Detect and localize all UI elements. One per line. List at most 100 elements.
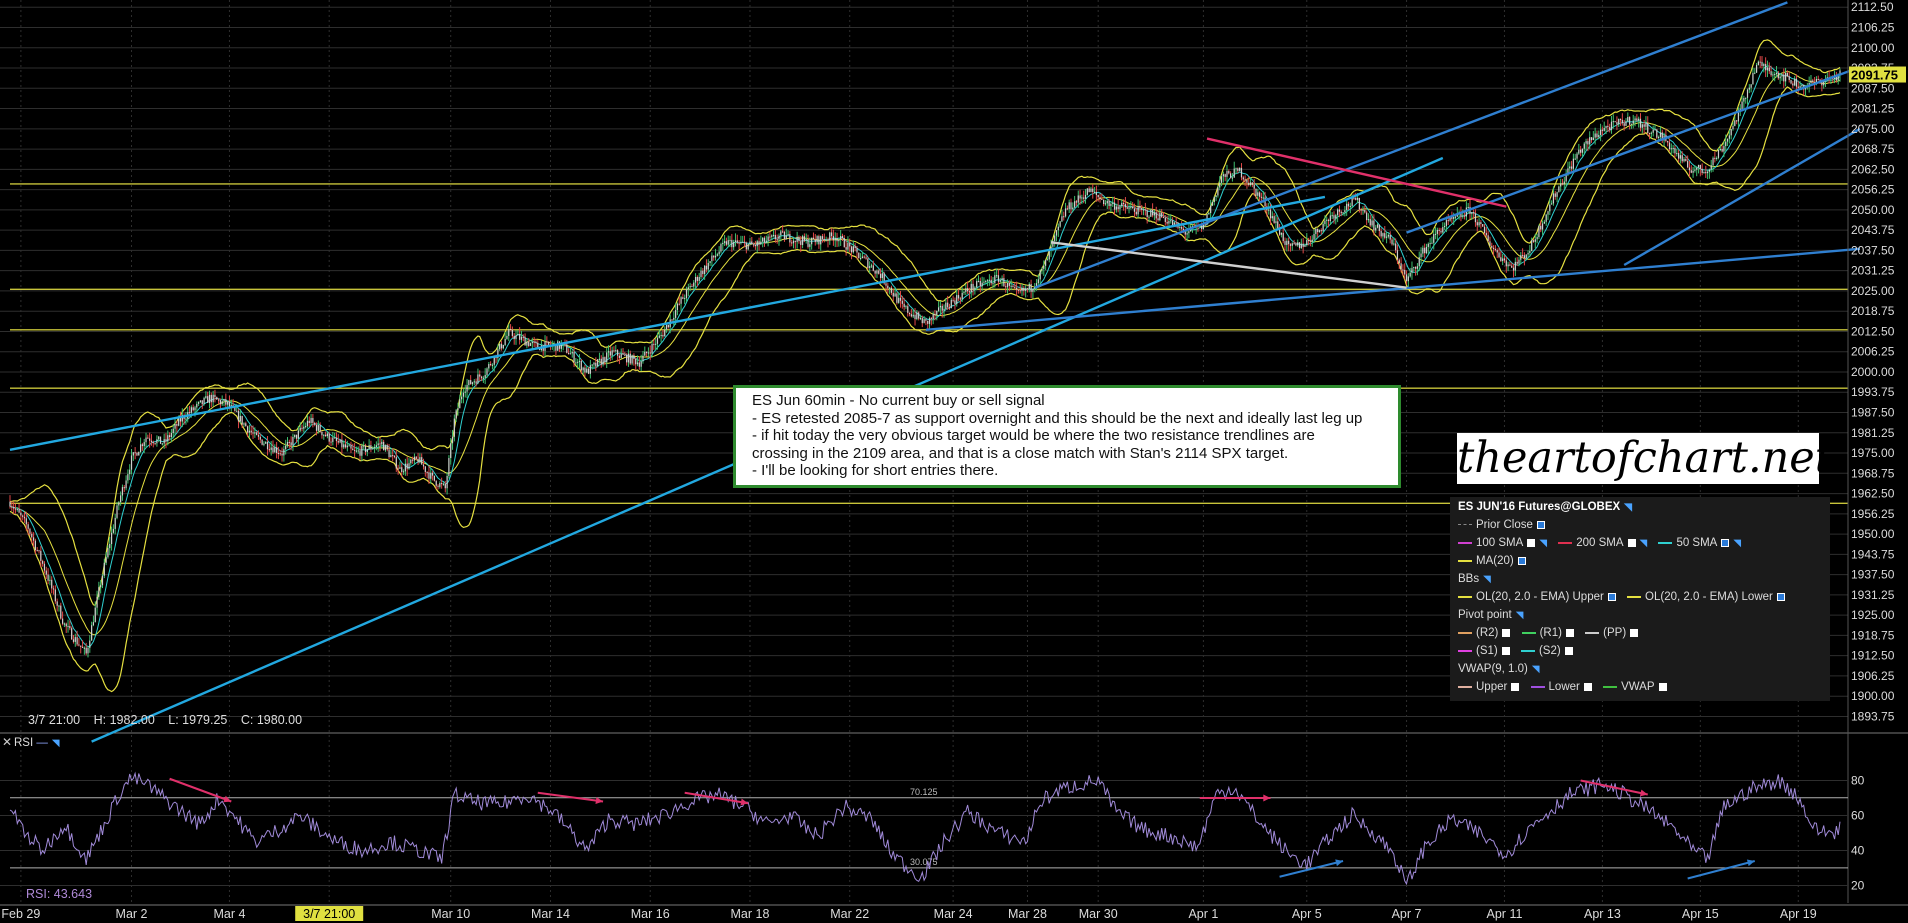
candle-body <box>1514 261 1516 271</box>
time-tick-label: Mar 2 <box>116 907 148 921</box>
candle-body <box>1395 243 1397 251</box>
checkbox[interactable] <box>1564 646 1573 655</box>
divergence-arrow <box>684 791 749 805</box>
candle-body <box>1137 205 1139 215</box>
legend-group-pivot: Pivot point <box>1458 609 1512 621</box>
candle-body <box>450 443 452 459</box>
checkbox[interactable] <box>1658 682 1667 691</box>
checkbox[interactable] <box>1630 628 1639 637</box>
candle-body <box>1522 255 1524 257</box>
candle-body <box>1670 148 1672 150</box>
settings-arrow-icon[interactable]: ◥ <box>1483 574 1491 585</box>
candle-body <box>972 283 974 290</box>
time-axis[interactable]: Feb 29 Mar 2 Mar 4 3/7 21:00 Mar 10 Mar 14 Mar… <box>1 906 1817 921</box>
legend-sma200[interactable]: 200 SMA ◥ <box>1558 535 1647 552</box>
legend-ma20[interactable]: MA(20) <box>1458 553 1526 569</box>
checkbox[interactable] <box>1511 682 1520 691</box>
candle-body <box>1447 220 1449 222</box>
legend-r2[interactable]: (R2) <box>1458 625 1511 641</box>
candle-body <box>520 336 523 340</box>
candle-body <box>513 335 515 340</box>
checkbox[interactable] <box>1536 520 1545 529</box>
candle-body <box>1743 97 1745 102</box>
checkbox[interactable] <box>1502 628 1511 637</box>
candle-body <box>740 242 742 244</box>
candle-body <box>40 550 42 561</box>
legend-s2[interactable]: (S2) <box>1520 643 1573 659</box>
candle-body <box>1598 134 1600 138</box>
legend-sma100[interactable]: 100 SMA ◥ <box>1458 535 1547 552</box>
legend-s1[interactable]: (S1) <box>1458 643 1510 659</box>
candle-body <box>426 472 428 474</box>
candle-body <box>702 270 704 275</box>
close-icon[interactable]: ✕ <box>2 735 13 749</box>
candle-body <box>1117 206 1119 210</box>
candle-body <box>1712 157 1714 166</box>
candle-body <box>1240 167 1243 178</box>
checkbox[interactable] <box>1501 646 1510 655</box>
candle-body <box>1112 202 1114 204</box>
candle-body <box>1634 118 1636 121</box>
legend-vwap-lower[interactable]: Lower <box>1530 679 1592 695</box>
divergence-arrowhead <box>595 797 604 804</box>
legend-bb-lower[interactable]: OL(20, 2.0 - EMA) Lower <box>1627 589 1785 605</box>
checkbox[interactable] <box>1517 556 1526 565</box>
legend-vwap-line[interactable]: VWAP <box>1603 679 1667 695</box>
checkbox[interactable] <box>1527 538 1536 547</box>
settings-arrow-icon[interactable]: ◥ <box>1639 538 1648 549</box>
checkbox[interactable] <box>1627 538 1636 547</box>
candle-body <box>165 439 167 442</box>
candle-body <box>51 579 53 589</box>
candle-body <box>727 240 729 245</box>
legend-instrument[interactable]: ES JUN'16 Futures@GLOBEX ◥ <box>1458 499 1632 515</box>
settings-arrow-icon[interactable]: ◥ <box>1733 538 1742 549</box>
legend-r1[interactable]: (R1) <box>1521 625 1574 641</box>
settings-arrow-icon[interactable]: ◥ <box>1539 538 1548 549</box>
candle-body <box>1226 171 1228 177</box>
checkbox[interactable] <box>1565 628 1574 637</box>
candle-body <box>1658 136 1660 138</box>
candle-body <box>1690 170 1692 173</box>
candle-body <box>970 283 972 293</box>
candle-body <box>1384 233 1386 238</box>
time-tick-label: Mar 18 <box>731 907 770 921</box>
candle-body <box>1766 67 1769 71</box>
legend-pp[interactable]: (PP) <box>1585 625 1639 641</box>
rsi-pane-title[interactable]: RSI — ◥ <box>14 737 60 749</box>
candle-body <box>245 423 247 427</box>
price-axis[interactable]: 2112.502106.252100.002093.752087.502081.… <box>1847 0 1906 903</box>
line-swatch-icon <box>1458 595 1472 598</box>
checkbox[interactable] <box>1721 538 1730 547</box>
candle-body <box>1605 125 1607 129</box>
candle-body <box>1661 132 1663 141</box>
line-swatch-icon <box>1585 631 1600 634</box>
legend-vwap-upper[interactable]: Upper <box>1458 679 1520 695</box>
candle-body <box>276 447 278 453</box>
candle-body <box>381 441 383 445</box>
candle-body <box>1168 221 1170 224</box>
candle-body <box>274 447 276 453</box>
settings-arrow-icon[interactable]: ◥ <box>51 738 60 749</box>
legend-sma50[interactable]: 50 SMA ◥ <box>1658 535 1741 552</box>
settings-arrow-icon[interactable]: ◥ <box>1515 610 1524 621</box>
candle-body <box>597 359 599 367</box>
checkbox[interactable] <box>1607 592 1616 601</box>
candle-body <box>704 265 706 275</box>
legend-prior-close[interactable]: Prior Close <box>1458 517 1545 533</box>
candle-body <box>47 574 49 581</box>
time-tick-label: 3/7 21:00 <box>303 907 355 921</box>
candle-body <box>729 239 731 241</box>
candle-body <box>1431 242 1433 244</box>
checkbox[interactable] <box>1776 592 1785 601</box>
price-tick-label: 2037.50 <box>1851 243 1895 257</box>
candle-body <box>1088 188 1090 193</box>
settings-arrow-icon[interactable]: ◥ <box>1531 664 1540 675</box>
candle-body <box>1179 226 1181 228</box>
candle-body <box>722 242 724 245</box>
candle-body <box>1757 61 1759 65</box>
price-tick-label: 2043.75 <box>1851 223 1895 237</box>
checkbox[interactable] <box>1583 682 1592 691</box>
candle-body <box>814 239 816 243</box>
legend-bb-upper[interactable]: OL(20, 2.0 - EMA) Upper <box>1458 589 1616 605</box>
settings-arrow-icon[interactable]: ◥ <box>1624 502 1632 513</box>
